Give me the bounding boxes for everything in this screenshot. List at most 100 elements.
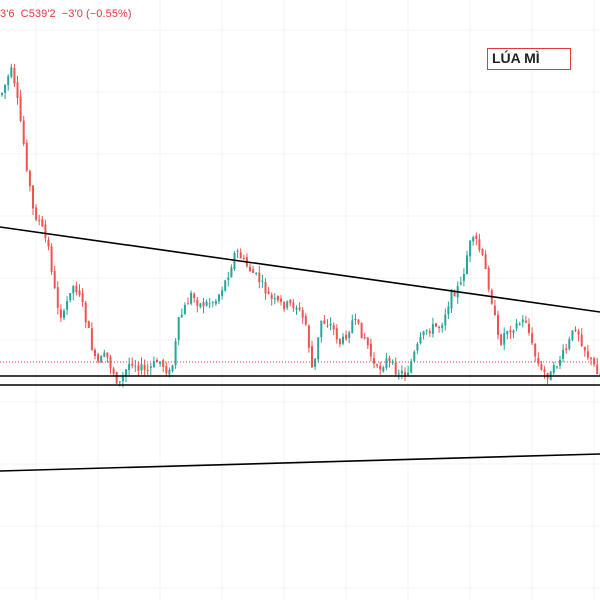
candle bbox=[447, 301, 450, 320]
candle-body bbox=[227, 277, 230, 280]
candle-body bbox=[500, 334, 503, 345]
candle bbox=[177, 316, 180, 346]
candle bbox=[273, 293, 276, 305]
candle bbox=[363, 332, 366, 340]
candle-body bbox=[475, 235, 478, 239]
candle bbox=[416, 341, 419, 354]
candle bbox=[509, 325, 512, 339]
candle-body bbox=[41, 219, 44, 227]
candle-body bbox=[236, 250, 239, 252]
candle-body bbox=[521, 319, 524, 323]
candle bbox=[75, 281, 78, 296]
candle bbox=[205, 299, 208, 307]
candle bbox=[565, 343, 568, 354]
candle bbox=[323, 315, 326, 325]
candle-body bbox=[298, 307, 301, 310]
candle bbox=[521, 315, 524, 328]
candle bbox=[397, 369, 400, 380]
candle bbox=[351, 314, 354, 334]
candle bbox=[103, 349, 106, 358]
candle bbox=[307, 324, 310, 353]
candle-body bbox=[571, 330, 574, 340]
candle-body bbox=[304, 316, 307, 325]
candle-body bbox=[428, 331, 431, 334]
candle-body bbox=[391, 361, 394, 363]
candle bbox=[357, 319, 360, 325]
candle bbox=[25, 139, 28, 173]
candle bbox=[546, 372, 549, 385]
candle bbox=[462, 268, 465, 287]
candle-body bbox=[171, 365, 174, 372]
candle bbox=[128, 357, 131, 375]
candle-body bbox=[202, 302, 205, 307]
candle bbox=[22, 115, 25, 146]
candle-body bbox=[221, 290, 224, 296]
candle bbox=[481, 248, 484, 257]
candle bbox=[562, 344, 565, 363]
candle bbox=[435, 322, 437, 328]
candle bbox=[419, 332, 422, 345]
candle-body bbox=[497, 314, 499, 335]
candle-body bbox=[156, 360, 158, 363]
candle bbox=[1, 92, 3, 97]
candle bbox=[4, 84, 7, 99]
candle-body bbox=[586, 351, 589, 358]
candle-body bbox=[121, 375, 124, 382]
candle bbox=[146, 363, 149, 375]
candle-body bbox=[590, 357, 592, 360]
candle bbox=[199, 302, 202, 309]
ohlc-header: 3'6 C539'2 −3'0 (−0.55%) bbox=[0, 8, 138, 24]
candle bbox=[56, 281, 59, 315]
candle bbox=[577, 328, 580, 342]
candle bbox=[335, 324, 338, 344]
candle-body bbox=[53, 271, 56, 289]
candle-body bbox=[72, 285, 75, 294]
candle-body bbox=[326, 325, 329, 327]
candle bbox=[314, 358, 317, 371]
candle bbox=[543, 366, 546, 379]
candle bbox=[484, 250, 487, 270]
candle-body bbox=[453, 291, 456, 297]
candle-body bbox=[109, 357, 112, 368]
candle bbox=[444, 308, 447, 331]
candle bbox=[369, 338, 372, 362]
candle-body bbox=[469, 240, 472, 257]
candle bbox=[540, 361, 543, 371]
candle bbox=[329, 317, 332, 331]
candle-body bbox=[360, 322, 363, 339]
candle-body bbox=[357, 319, 360, 324]
candle bbox=[38, 214, 41, 226]
candle-body bbox=[320, 320, 323, 338]
candle-body bbox=[59, 309, 62, 318]
candle-body bbox=[258, 272, 261, 283]
chart-title-label[interactable]: LÚA MÌ bbox=[487, 48, 571, 70]
candle bbox=[255, 272, 258, 276]
candle bbox=[230, 264, 233, 278]
candle-body bbox=[143, 364, 146, 370]
candle-body bbox=[22, 120, 25, 144]
candle bbox=[140, 357, 143, 375]
candle bbox=[469, 239, 472, 262]
descending-trendline[interactable] bbox=[0, 226, 600, 313]
ascending-trendline[interactable] bbox=[0, 453, 600, 472]
candle-body bbox=[218, 294, 220, 302]
candle-body bbox=[348, 332, 351, 339]
candle bbox=[115, 371, 118, 384]
candle bbox=[394, 357, 397, 376]
candle bbox=[590, 357, 592, 366]
candle bbox=[478, 233, 481, 253]
candle-body bbox=[211, 301, 214, 303]
candle bbox=[109, 354, 112, 375]
candle bbox=[366, 337, 369, 349]
open-fragment: 3'6 bbox=[0, 8, 15, 20]
candle-body bbox=[224, 280, 227, 291]
candle-body bbox=[537, 358, 540, 364]
candle-body bbox=[69, 293, 72, 301]
candle-body bbox=[38, 220, 41, 222]
candle-body bbox=[267, 291, 270, 295]
candle bbox=[515, 319, 518, 331]
candle bbox=[41, 216, 44, 227]
